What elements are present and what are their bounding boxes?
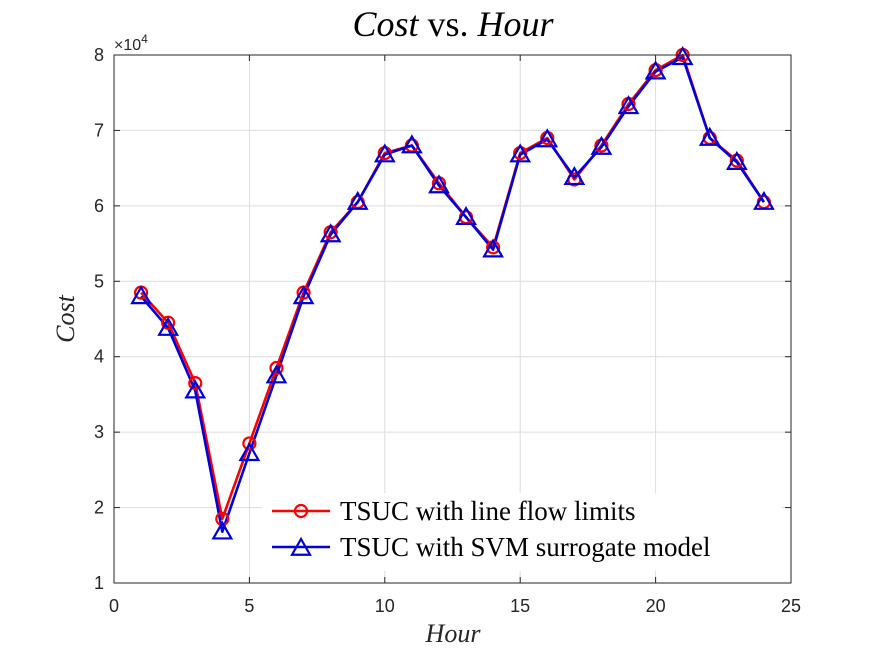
x-tick-label: 25 — [781, 596, 801, 616]
y-multiplier-base: ×10 — [114, 37, 141, 54]
axis-tick-labels: 0 5 10 15 20 25 1 2 3 4 5 6 7 8 — [94, 45, 801, 616]
chart-title-part2: vs. — [419, 4, 478, 44]
data-point-s2 — [184, 379, 207, 399]
legend: TSUC with line flow limits TSUC with SVM … — [262, 493, 782, 571]
x-tick-label: 0 — [109, 596, 119, 616]
data-point-s2 — [536, 128, 559, 148]
data-point-s2 — [130, 285, 152, 305]
grid-lines — [114, 55, 791, 583]
data-point-s2 — [590, 135, 613, 155]
data-point-s2 — [725, 150, 748, 170]
x-tick-label: 20 — [646, 596, 666, 616]
data-point-s2 — [698, 126, 721, 146]
axes-frame — [113, 54, 792, 584]
chart-title: Cost vs. Hour — [352, 4, 554, 44]
data-point-s1 — [161, 315, 176, 330]
data-point-s2 — [265, 364, 288, 384]
data-point-s2 — [238, 442, 261, 462]
data-point-s2 — [211, 520, 234, 540]
y-tick-label: 5 — [94, 271, 104, 291]
x-tick-label: 5 — [244, 596, 254, 616]
y-multiplier-exp: 4 — [141, 32, 148, 46]
y-tick-label: 7 — [94, 120, 104, 140]
data-point-s2 — [482, 238, 505, 258]
data-point-s2 — [563, 165, 586, 186]
y-multiplier: ×104 — [114, 32, 148, 54]
data-point-s2 — [319, 223, 342, 243]
chart-title-part1: Cost — [352, 4, 419, 44]
x-tick-label: 15 — [510, 596, 530, 616]
data-point-s2 — [346, 190, 369, 210]
y-tick-label: 6 — [94, 196, 104, 216]
data-point-s2 — [373, 143, 396, 163]
legend-box — [262, 493, 782, 571]
data-point-s2 — [292, 285, 315, 305]
axis-ticks — [113, 54, 792, 584]
chart-title-part3: Hour — [477, 4, 555, 44]
data-point-s2 — [455, 205, 477, 226]
data-point-s2 — [753, 190, 775, 210]
series-markers — [130, 46, 775, 540]
y-tick-label: 2 — [94, 498, 104, 518]
x-tick-label: 10 — [375, 596, 395, 616]
data-point-s1 — [188, 376, 203, 391]
data-point-s2 — [617, 95, 640, 115]
data-point-s2 — [400, 134, 423, 154]
y-tick-label: 1 — [94, 573, 104, 593]
data-point-s2 — [157, 316, 180, 336]
legend-marker-1 — [293, 503, 309, 519]
y-tick-label: 3 — [94, 422, 104, 442]
data-point-s2 — [428, 174, 450, 194]
data-point-s1 — [269, 360, 284, 376]
x-axis-label: Hour — [425, 619, 482, 648]
legend-label-1: TSUC with line flow limits — [340, 496, 636, 526]
y-tick-label: 8 — [94, 45, 104, 65]
y-axis-label: Cost — [51, 294, 80, 342]
legend-marker-2 — [290, 536, 312, 556]
data-point-s1 — [242, 436, 257, 451]
legend-label-2: TSUC with SVM surrogate model — [340, 532, 711, 562]
y-tick-label: 4 — [94, 347, 104, 367]
data-point-s2 — [671, 46, 694, 66]
data-point-s2 — [644, 60, 667, 80]
data-point-s2 — [509, 143, 532, 163]
